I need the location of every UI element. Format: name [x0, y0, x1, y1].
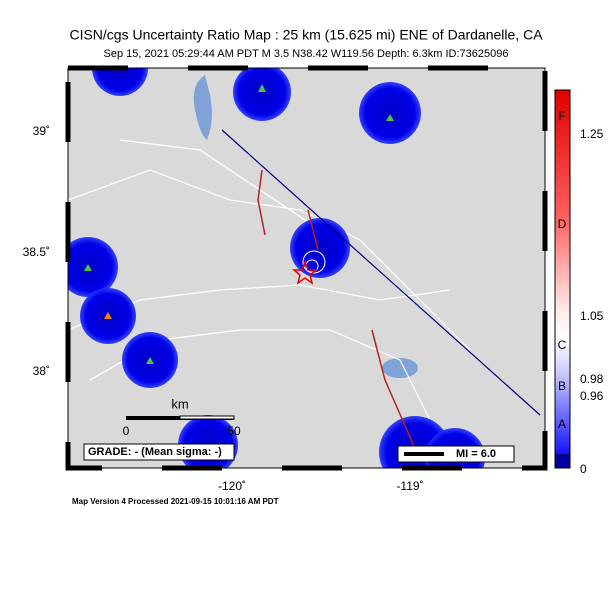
- scale-end: 50: [227, 424, 241, 438]
- lat-label: 38.5˚: [23, 245, 50, 259]
- scale-unit: km: [171, 396, 188, 411]
- lat-label: 39˚: [33, 124, 50, 138]
- grade-letter: A: [558, 417, 566, 431]
- footer: Map Version 4 Processed 2021-09-15 10:01…: [72, 497, 279, 506]
- colorbar-label: 1.25: [580, 127, 604, 141]
- colorbar-label: 0: [580, 462, 587, 476]
- grade-letter: C: [558, 338, 567, 352]
- mi-legend: MI = 6.0: [456, 448, 496, 460]
- subtitle: Sep 15, 2021 05:29:44 AM PDT M 3.5 N38.4…: [103, 48, 508, 60]
- grade-letter: B: [558, 379, 566, 393]
- lon-label: -120˚: [218, 479, 246, 493]
- lon-label: -119˚: [396, 479, 423, 493]
- lat-label: 38˚: [33, 364, 50, 378]
- scale-start: 0: [123, 424, 130, 438]
- title: CISN/cgs Uncertainty Ratio Map : 25 km (…: [69, 27, 543, 43]
- scale-bar: km 0 50: [123, 396, 241, 438]
- map: [68, 68, 545, 468]
- grade-letter: D: [558, 217, 567, 231]
- colorbar-label: 1.05: [580, 309, 604, 323]
- grade-letter: F: [558, 109, 565, 123]
- colorbar: [554, 89, 571, 456]
- colorbar-label: 0.96: [580, 389, 604, 403]
- colorbar-label: 0.98: [580, 372, 604, 386]
- grade: GRADE: - (Mean sigma: -): [88, 446, 222, 458]
